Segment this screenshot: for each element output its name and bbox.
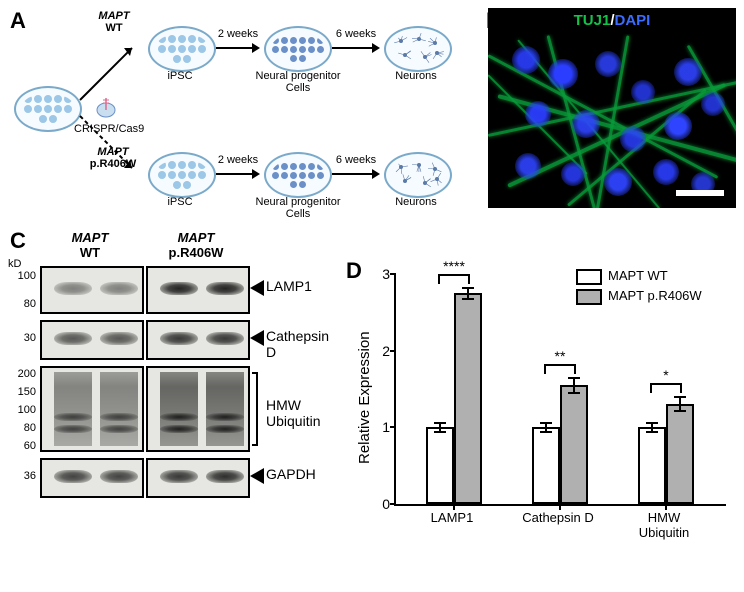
dish-mut-npc: [264, 152, 332, 198]
mut-gene: MAPT: [97, 146, 128, 158]
fluorescence-image: [488, 34, 736, 208]
marker1-label: TUJ1: [574, 12, 611, 29]
dish-mut-neuron: [384, 152, 452, 198]
wt-gene: MAPT: [98, 10, 129, 22]
c-col2-gene: MAPT: [178, 230, 215, 245]
scale-bar: [676, 190, 724, 196]
dish-wt-ipsc: [148, 26, 216, 72]
dish-start: [14, 86, 82, 132]
wt-ipsc-label: iPSC: [158, 70, 202, 82]
arrow-mut-2: [332, 169, 380, 179]
arrow-mut-1: [216, 169, 260, 179]
wt-cond: WT: [105, 22, 122, 34]
panel-c: kD MAPT WT MAPT p.R406W 10080LAMP130Cath…: [8, 230, 328, 580]
legend-mut: MAPT p.R406W: [576, 288, 702, 305]
panel-b-header: TUJ1/DAPI: [488, 8, 736, 34]
legend-wt-label: MAPT WT: [608, 268, 668, 283]
c-col2-cond: p.R406W: [169, 245, 224, 260]
mut-time1: 2 weeks: [214, 154, 262, 166]
wt-neuron-label: Neurons: [388, 70, 444, 82]
mut-cond: p.R406W: [90, 158, 136, 170]
panel-b: TUJ1/DAPI: [488, 8, 736, 208]
c-col1-gene: MAPT: [72, 230, 109, 245]
kd-label: kD: [8, 258, 36, 270]
mut-time2: 6 weeks: [332, 154, 380, 166]
wt-time1: 2 weeks: [214, 28, 262, 40]
arrow-wt-2: [332, 43, 380, 53]
dish-wt-npc: [264, 26, 332, 72]
arrow-to-wt: [78, 34, 148, 104]
dish-wt-neuron: [384, 26, 452, 72]
chart-area: *******: [394, 274, 726, 506]
mut-ipsc-label: iPSC: [158, 196, 202, 208]
wt-time2: 6 weeks: [332, 28, 380, 40]
legend-mut-label: MAPT p.R406W: [608, 288, 702, 303]
panel-a: CRISPR/Cas9 MAPTWT MAPTp.R406W iPSC Neur…: [8, 8, 478, 208]
mut-npc-label: Neural progenitor Cells: [254, 196, 342, 220]
dish-mut-ipsc: [148, 152, 216, 198]
wt-npc-label: Neural progenitor Cells: [254, 70, 342, 94]
arrow-wt-1: [216, 43, 260, 53]
mut-neuron-label: Neurons: [388, 196, 444, 208]
c-col1-cond: WT: [80, 245, 100, 260]
panel-d: Relative Expression ******* MAPT WT MAPT…: [346, 264, 736, 574]
legend-wt: MAPT WT: [576, 268, 668, 285]
marker2-label: DAPI: [615, 12, 651, 29]
figure-root: A B C D CRISPR/Cas9 MAPTWT MAPTp.R406W i…: [8, 8, 736, 584]
